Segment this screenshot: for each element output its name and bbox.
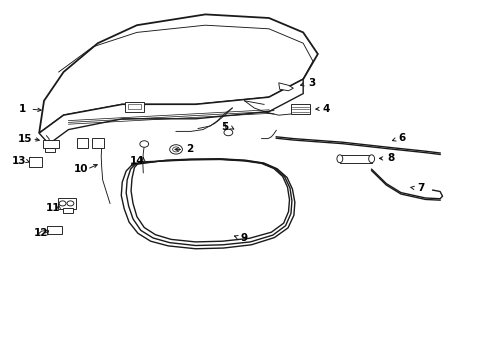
Text: 15: 15	[18, 134, 33, 144]
Bar	[58, 198, 76, 209]
Text: 1: 1	[19, 104, 25, 114]
Text: 2: 2	[186, 144, 193, 154]
Bar	[62, 208, 73, 213]
Text: 9: 9	[241, 233, 247, 243]
Bar	[128, 104, 141, 109]
Polygon shape	[39, 14, 317, 133]
Circle shape	[224, 129, 232, 136]
Bar	[45, 148, 55, 152]
Ellipse shape	[336, 155, 342, 163]
Bar	[77, 138, 88, 148]
Text: 8: 8	[387, 153, 394, 163]
Text: 4: 4	[322, 104, 330, 114]
Bar	[29, 157, 41, 167]
Bar	[290, 104, 309, 114]
Text: 3: 3	[308, 78, 315, 88]
Ellipse shape	[368, 155, 374, 163]
Text: 13: 13	[12, 156, 27, 166]
Bar	[92, 138, 104, 148]
Polygon shape	[278, 83, 293, 91]
Text: 10: 10	[73, 164, 88, 174]
Text: 6: 6	[398, 133, 405, 143]
Text: 7: 7	[416, 183, 424, 193]
Circle shape	[169, 145, 182, 154]
Text: 14: 14	[129, 156, 144, 166]
Text: 5: 5	[221, 122, 228, 132]
Text: 12: 12	[33, 228, 48, 238]
Text: 11: 11	[45, 203, 60, 213]
Bar	[339, 155, 371, 163]
Bar	[43, 140, 59, 148]
Circle shape	[59, 201, 66, 206]
Circle shape	[140, 141, 148, 147]
Bar	[47, 226, 62, 234]
Bar	[124, 102, 144, 112]
Circle shape	[67, 201, 74, 206]
Circle shape	[172, 147, 179, 152]
Polygon shape	[39, 79, 303, 144]
